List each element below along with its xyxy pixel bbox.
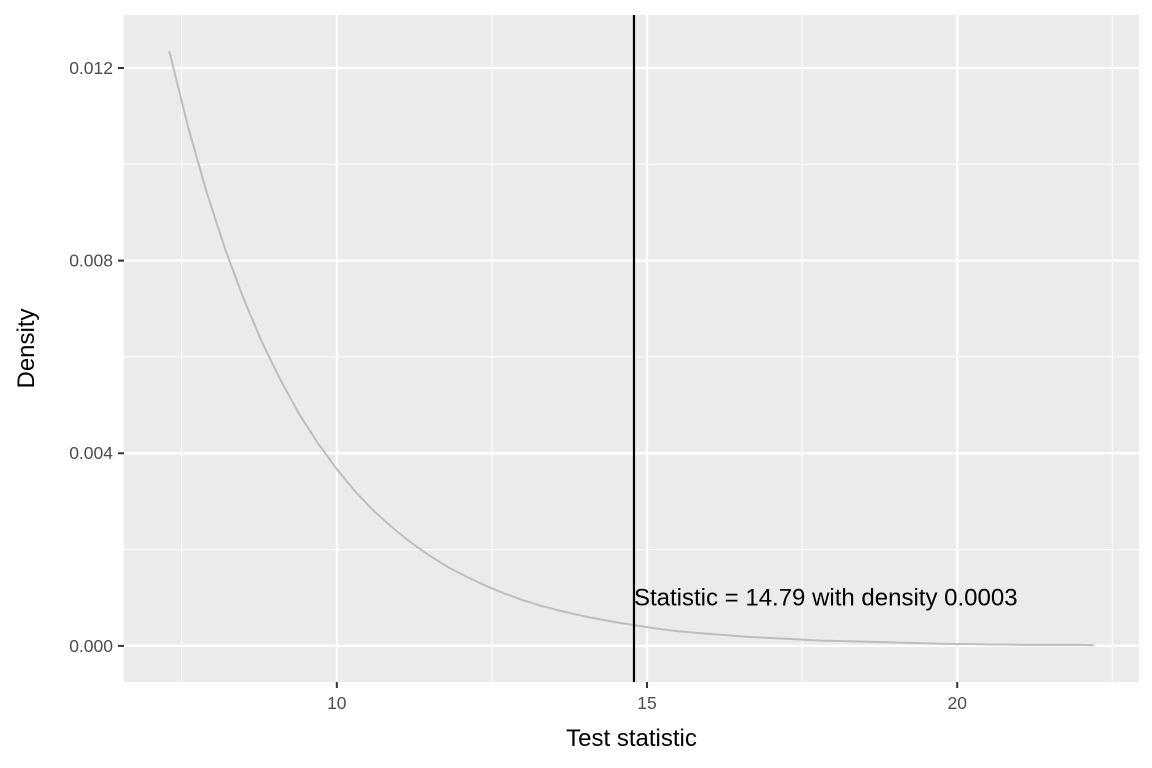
y-axis: 0.000 0.004 0.008 0.012 [69, 58, 124, 656]
y-tick-label: 0.012 [69, 58, 113, 78]
x-axis: 10 15 20 [327, 682, 967, 713]
y-tick-label: 0.008 [69, 251, 113, 271]
minor-gridlines [124, 15, 1139, 682]
x-tick-label: 20 [947, 693, 967, 713]
statistic-annotation: Statistic = 14.79 with density 0.0003 [634, 585, 1018, 612]
major-gridlines [124, 15, 1139, 682]
y-axis-title: Density [13, 308, 40, 388]
plot-panel [124, 15, 1139, 682]
y-tick-label: 0.004 [69, 443, 113, 463]
x-tick-label: 15 [637, 693, 656, 713]
x-tick-label: 10 [327, 693, 347, 713]
x-axis-title: Test statistic [566, 725, 697, 752]
y-tick-label: 0.000 [69, 636, 113, 656]
